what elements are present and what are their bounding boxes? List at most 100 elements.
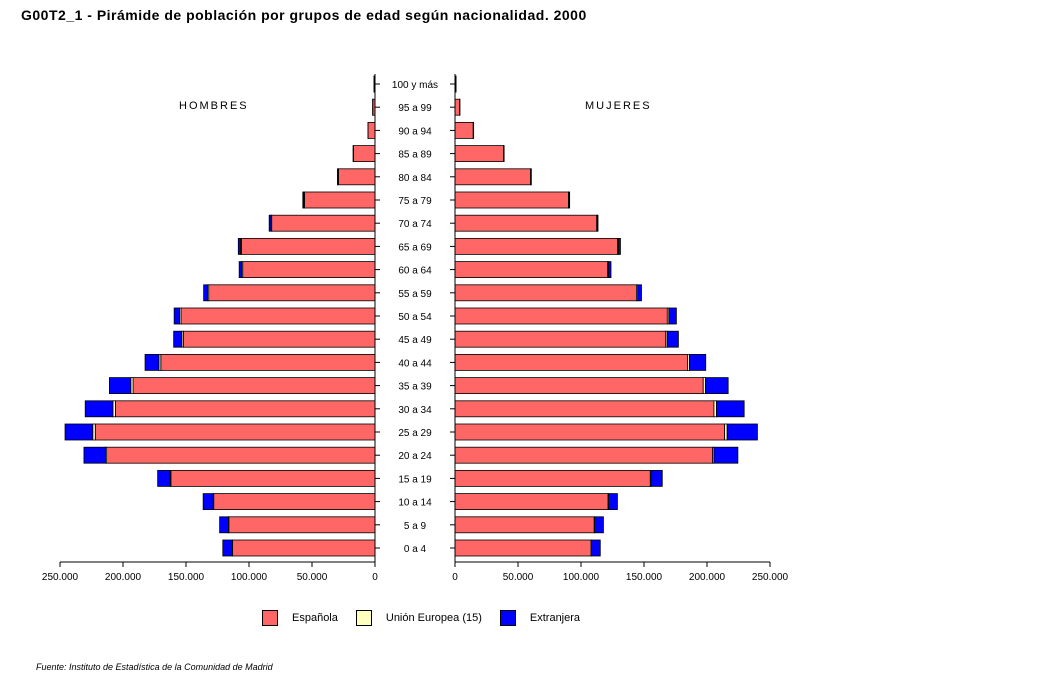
bar-hombres-extranjera-15-a-19 [157, 469, 171, 487]
bar-hombres-extranjera-45-a-49 [173, 330, 183, 348]
right-x-tick-label: 200.000 [689, 572, 726, 583]
bar-mujeres-espanola-80-a-84 [454, 168, 531, 186]
age-group-label-90-a-94: 90 a 94 [398, 126, 432, 137]
right-x-tick-label: 0 [452, 572, 458, 583]
legend-item-union-europea: Unión Europea (15) [355, 610, 482, 626]
right-x-tick-label: 100.000 [563, 572, 600, 583]
bar-mujeres-extranjera-15-a-19 [650, 469, 663, 487]
age-group-label-30-a-34: 30 a 34 [398, 405, 432, 416]
age-group-label-5-a-9: 5 a 9 [404, 521, 427, 532]
bar-mujeres-espanola-15-a-19 [454, 469, 651, 487]
age-group-label-60-a-64: 60 a 64 [398, 266, 432, 277]
bar-mujeres-espanola-55-a-59 [454, 284, 637, 302]
bar-mujeres-espanola-75-a-79 [454, 191, 569, 209]
right-x-tick-label: 150.000 [626, 572, 663, 583]
bar-mujeres-espanola-10-a-14 [454, 493, 609, 511]
bar-mujeres-extranjera-75-a-79 [568, 191, 571, 209]
legend-label-union-europea: Unión Europea (15) [385, 612, 482, 624]
bar-hombres-espanola-35-a-39 [132, 377, 376, 395]
bar-hombres-extranjera-20-a-24 [83, 446, 106, 464]
legend-label-extranjera: Extranjera [529, 612, 581, 624]
age-group-label-20-a-24: 20 a 24 [398, 451, 432, 462]
bar-mujeres-espanola-95-a-99 [454, 98, 461, 116]
bar-mujeres-espanola-5-a-9 [454, 516, 595, 534]
bar-mujeres-espanola-70-a-74 [454, 214, 598, 232]
bar-mujeres-extranjera-20-a-24 [713, 446, 739, 464]
right-x-tick-label: 50.000 [503, 572, 534, 583]
bar-hombres-extranjera-80-a-84 [337, 168, 339, 186]
age-group-label-55-a-59: 55 a 59 [398, 289, 432, 300]
age-group-label-50-a-54: 50 a 54 [398, 312, 432, 323]
source-note: Fuente: Instituto de Estadística de la C… [36, 662, 273, 672]
bar-hombres-extranjera-75-a-79 [302, 191, 305, 209]
bar-mujeres-extranjera-35-a-39 [705, 377, 729, 395]
legend: Española Unión Europea (15) Extranjera [262, 610, 598, 626]
legend-label-espanola: Española [292, 612, 338, 624]
age-group-label-0-a-4: 0 a 4 [404, 544, 427, 555]
bar-hombres-extranjera-40-a-44 [144, 353, 160, 371]
bar-hombres-espanola-25-a-29 [94, 423, 376, 441]
chart-title: G00T2_1 - Pirámide de población por grup… [21, 7, 587, 23]
bar-hombres-espanola-0-a-4 [232, 539, 376, 557]
age-group-label-35-a-39: 35 a 39 [398, 382, 432, 393]
bar-mujeres-extranjera-10-a-14 [608, 493, 618, 511]
bar-hombres-espanola-30-a-34 [115, 400, 376, 418]
age-group-label-80-a-84: 80 a 84 [398, 173, 432, 184]
age-group-label-85-a-89: 85 a 89 [398, 150, 432, 161]
left-x-tick-label: 150.000 [168, 572, 205, 583]
bar-hombres-espanola-40-a-44 [160, 353, 376, 371]
bar-mujeres-extranjera-60-a-64 [608, 261, 612, 279]
age-group-label-25-a-29: 25 a 29 [398, 428, 432, 439]
left-x-tick-label: 0 [372, 572, 378, 583]
age-group-label-45-a-49: 45 a 49 [398, 335, 432, 346]
bar-mujeres-extranjera-45-a-49 [666, 330, 679, 348]
left-x-tick-label: 200.000 [105, 572, 142, 583]
bar-hombres-espanola-20-a-24 [106, 446, 376, 464]
bar-mujeres-extranjera-50-a-54 [668, 307, 677, 325]
bar-mujeres-espanola-30-a-34 [454, 400, 715, 418]
age-group-label-100-y-mas: 100 y más [392, 80, 438, 91]
bar-hombres-extranjera-10-a-14 [202, 493, 214, 511]
bar-mujeres-extranjera-55-a-59 [637, 284, 642, 302]
age-group-label-40-a-44: 40 a 44 [398, 358, 432, 369]
age-group-label-75-a-79: 75 a 79 [398, 196, 432, 207]
age-group-label-95-a-99: 95 a 99 [398, 103, 432, 114]
bar-hombres-extranjera-60-a-64 [238, 261, 243, 279]
legend-item-espanola: Española [262, 610, 338, 626]
age-group-label-10-a-14: 10 a 14 [398, 498, 432, 509]
bar-hombres-extranjera-0-a-4 [222, 539, 233, 557]
bar-hombres-espanola-10-a-14 [213, 493, 376, 511]
bar-mujeres-espanola-35-a-39 [454, 377, 704, 395]
bar-hombres-espanola-60-a-64 [242, 261, 376, 279]
bar-hombres-espanola-55-a-59 [208, 284, 376, 302]
bar-hombres-espanola-75-a-79 [304, 191, 376, 209]
bar-mujeres-espanola-45-a-49 [454, 330, 666, 348]
age-group-label-70-a-74: 70 a 74 [398, 219, 432, 230]
bar-mujeres-espanola-0-a-4 [454, 539, 592, 557]
age-group-label-65-a-69: 65 a 69 [398, 242, 432, 253]
mujeres-label: MUJERES [585, 100, 652, 112]
legend-swatch-union-europea [355, 610, 372, 626]
bar-hombres-extranjera-70-a-74 [268, 214, 272, 232]
bar-hombres-espanola-5-a-9 [228, 516, 376, 534]
legend-swatch-espanola [262, 610, 278, 626]
bar-mujeres-espanola-90-a-94 [454, 122, 474, 139]
legend-swatch-extranjera [499, 610, 516, 626]
bar-mujeres-espanola-60-a-64 [454, 261, 608, 279]
bar-hombres-extranjera-5-a-9 [219, 516, 229, 534]
left-x-tick-label: 100.000 [231, 572, 268, 583]
bar-hombres-espanola-15-a-19 [170, 469, 376, 487]
bar-mujeres-espanola-50-a-54 [454, 307, 668, 325]
bar-hombres-espanola-65-a-69 [241, 237, 376, 255]
bar-mujeres-espanola-25-a-29 [454, 423, 726, 441]
bar-hombres-espanola-90-a-94 [367, 122, 376, 139]
bar-hombres-espanola-80-a-84 [338, 168, 376, 186]
bar-hombres-espanola-85-a-89 [353, 145, 376, 163]
bar-mujeres-extranjera-0-a-4 [591, 539, 601, 557]
bar-hombres-extranjera-50-a-54 [173, 307, 180, 325]
bar-mujeres-extranjera-70-a-74 [596, 214, 599, 232]
left-x-tick-label: 250.000 [42, 572, 79, 583]
bar-mujeres-extranjera-30-a-34 [716, 400, 745, 418]
bar-hombres-extranjera-35-a-39 [108, 377, 132, 395]
